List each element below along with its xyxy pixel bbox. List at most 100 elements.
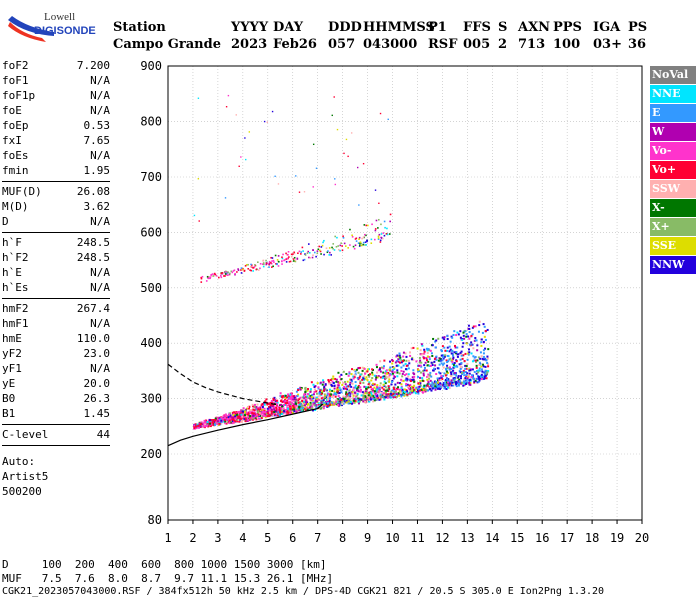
echo-point <box>268 410 271 413</box>
echo-point <box>270 262 272 264</box>
param-name: foF2 <box>2 59 29 72</box>
echo-point <box>476 349 479 352</box>
echo-point <box>483 373 486 376</box>
echo-point <box>465 335 468 338</box>
echo-point <box>446 346 449 349</box>
echo-point <box>479 351 482 354</box>
echo-point <box>353 398 356 401</box>
param-name: B1 <box>2 407 16 420</box>
echo-point <box>365 391 368 394</box>
echo-point <box>438 379 441 382</box>
echo-point <box>459 358 462 361</box>
echo-point <box>429 349 432 352</box>
echo-point <box>429 384 432 387</box>
echo-point <box>453 364 456 367</box>
echo-point <box>394 361 397 364</box>
noise-point <box>356 166 359 169</box>
echo-point <box>253 266 256 268</box>
echo-point <box>413 375 416 378</box>
echo-point <box>276 263 278 266</box>
echo-point <box>364 377 367 380</box>
echo-point <box>321 400 324 403</box>
echo-point <box>462 342 465 345</box>
echo-point <box>285 261 288 263</box>
echo-point <box>247 268 250 270</box>
echo-point <box>278 408 281 411</box>
echo-point <box>445 369 448 372</box>
echo-point <box>377 235 380 238</box>
echo-point <box>404 374 407 377</box>
param-divider <box>2 445 110 446</box>
echo-point <box>256 411 259 414</box>
echo-point <box>354 373 357 376</box>
echo-point <box>332 375 335 378</box>
x-tick-label: 4 <box>239 531 246 545</box>
echo-point <box>284 404 287 407</box>
echo-point <box>374 229 377 232</box>
echo-point <box>262 412 265 415</box>
echo-point <box>398 388 401 391</box>
echo-point <box>220 418 223 421</box>
echo-point <box>286 404 289 407</box>
echo-point <box>225 272 228 275</box>
echo-point <box>237 410 240 413</box>
echo-point <box>323 385 326 388</box>
echo-point <box>200 281 203 283</box>
echo-point <box>270 414 273 417</box>
digisonde-logo: Lowell DIGISONDE <box>8 11 96 42</box>
echo-point <box>344 387 347 390</box>
echo-point <box>465 365 468 368</box>
echo-point <box>346 398 349 401</box>
echo-point <box>286 411 289 414</box>
echo-point <box>476 369 479 372</box>
echo-point <box>405 359 408 362</box>
echo-point <box>270 262 273 265</box>
echo-point <box>456 331 459 334</box>
echo-point <box>407 385 410 388</box>
echo-point <box>442 375 445 378</box>
echo-point <box>462 354 465 357</box>
echo-point <box>351 236 354 238</box>
echo-point <box>354 238 357 240</box>
echo-point <box>200 276 203 279</box>
echo-point <box>276 403 279 406</box>
echo-point <box>209 276 212 279</box>
echo-point <box>406 392 409 395</box>
echo-point <box>430 361 433 364</box>
echo-point <box>453 362 456 365</box>
echo-point <box>354 244 357 247</box>
echo-point <box>342 387 345 390</box>
echo-point <box>375 363 378 366</box>
echo-point <box>410 358 413 361</box>
echo-point <box>442 357 445 360</box>
echo-point <box>347 374 350 377</box>
echo-point <box>447 381 450 384</box>
echo-point <box>345 373 348 376</box>
echo-point <box>446 380 449 383</box>
echo-point <box>257 261 259 263</box>
noise-point <box>358 204 360 206</box>
echo-point <box>298 250 301 253</box>
echo-point <box>369 394 372 397</box>
echo-point <box>241 415 244 418</box>
param-value: N/A <box>90 149 110 162</box>
echo-point <box>316 252 319 255</box>
echo-point <box>477 330 480 333</box>
echo-point <box>367 386 370 389</box>
echo-point <box>291 411 294 414</box>
echo-point <box>265 262 268 264</box>
echo-point <box>327 378 330 381</box>
echo-point <box>336 386 339 389</box>
echo-point <box>462 334 465 337</box>
echo-point <box>212 275 215 277</box>
grid <box>167 65 643 521</box>
echo-point <box>366 368 369 371</box>
echo-point <box>288 260 291 263</box>
echo-point <box>470 341 473 344</box>
echo-point <box>349 381 352 384</box>
echo-point <box>327 396 330 399</box>
echo-point <box>250 269 252 272</box>
echo-point <box>344 383 347 386</box>
echo-point <box>434 364 437 367</box>
echo-point <box>282 253 284 256</box>
